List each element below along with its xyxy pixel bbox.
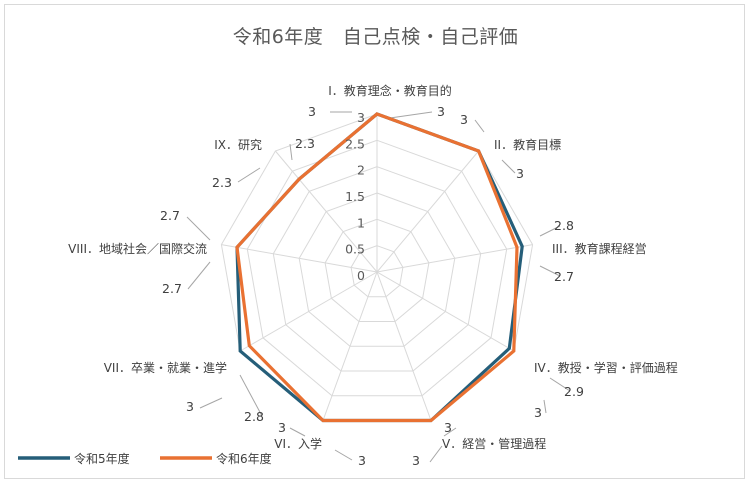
data-label: 2.3 [212, 175, 232, 190]
radial-tick-label: 3 [357, 110, 365, 125]
data-label: 3 [412, 453, 420, 468]
legend: 令和5年度 令和6年度 [18, 451, 272, 466]
leader-line [543, 399, 547, 414]
radial-tick-label: 1.5 [345, 189, 365, 204]
radial-tick-label: 2 [357, 163, 365, 178]
leader-line [549, 377, 571, 392]
data-label: 3 [516, 166, 524, 181]
grid-spoke [376, 271, 515, 352]
leader-line [334, 449, 353, 461]
grid-spoke [376, 244, 533, 273]
grid-ring [298, 192, 456, 347]
leader-line [239, 374, 263, 417]
category-label: II．教育目標 [494, 137, 561, 152]
legend-label: 令和6年度 [216, 451, 272, 466]
radial-tick-label: 2.5 [345, 136, 365, 151]
series-layer [235, 112, 524, 423]
leader-line [474, 119, 485, 133]
grid-ring [350, 245, 404, 298]
data-label: 2.3 [295, 136, 315, 151]
data-label: 3 [358, 453, 366, 468]
grid-spoke [221, 244, 378, 273]
data-label: 3 [444, 420, 452, 435]
grid-ring [324, 218, 430, 322]
grid-layer [220, 113, 534, 421]
category-label: VII．卒業・就業・進学 [104, 360, 227, 375]
leader-line [443, 427, 457, 437]
radial-tick-label: 0.5 [345, 242, 365, 257]
data-label: 3 [186, 399, 194, 414]
grid-spoke [239, 271, 378, 352]
grid-spoke [376, 150, 479, 273]
category-label: IV．教授・学習・評価過程 [534, 360, 678, 375]
data-label: 3 [437, 104, 445, 119]
data-label: 2.9 [564, 384, 584, 399]
legend-label: 令和5年度 [74, 451, 130, 466]
ticks-layer: 0 0.5 1 1.5 2 2.5 3 [345, 110, 365, 283]
data-label: 2.8 [244, 409, 264, 424]
radial-tick-label: 0 [357, 268, 365, 283]
category-label: IX．研究 [214, 137, 262, 152]
category-label: VIII．地域社会／国際交流 [68, 241, 207, 256]
grid-spoke [275, 150, 378, 273]
grid-ring [272, 166, 482, 372]
chart-frame [4, 4, 745, 479]
data-label: 3 [278, 420, 286, 435]
leader-line [501, 159, 516, 174]
data-label: 2.7 [162, 281, 182, 296]
leader-line [237, 167, 261, 183]
category-label: I．教育理念・教育目的 [328, 83, 452, 98]
labels-layer: I．教育理念・教育目的 II．教育目標 III．教育課程経営 IV．教授・学習・評価過… [68, 83, 678, 468]
leader-line [289, 427, 306, 437]
leader-line [539, 225, 561, 237]
data-label: 2.7 [554, 269, 574, 284]
radial-tick-label: 1 [357, 215, 365, 230]
leader-line [429, 445, 443, 463]
data-label: 3 [534, 405, 542, 420]
category-label: V．経営・管理過程 [442, 436, 546, 451]
leader-line [187, 261, 211, 290]
grid-spoke [376, 271, 432, 421]
category-label: III．教育課程経営 [552, 241, 647, 256]
leader-line [199, 397, 223, 409]
leader-line [289, 143, 293, 161]
series-line [235, 112, 519, 423]
category-label: VI．入学 [274, 436, 322, 451]
leader-line [539, 265, 561, 277]
data-label: 3 [308, 104, 316, 119]
leader-line [389, 111, 433, 119]
chart-title: 令和6年度 自己点検・自己評価 [232, 26, 519, 48]
data-label: 3 [460, 112, 468, 127]
leader-layer [186, 111, 571, 463]
data-label: 2.7 [160, 208, 180, 223]
data-label: 2.8 [554, 218, 574, 233]
leader-line [186, 216, 211, 241]
grid-spoke [322, 271, 378, 421]
